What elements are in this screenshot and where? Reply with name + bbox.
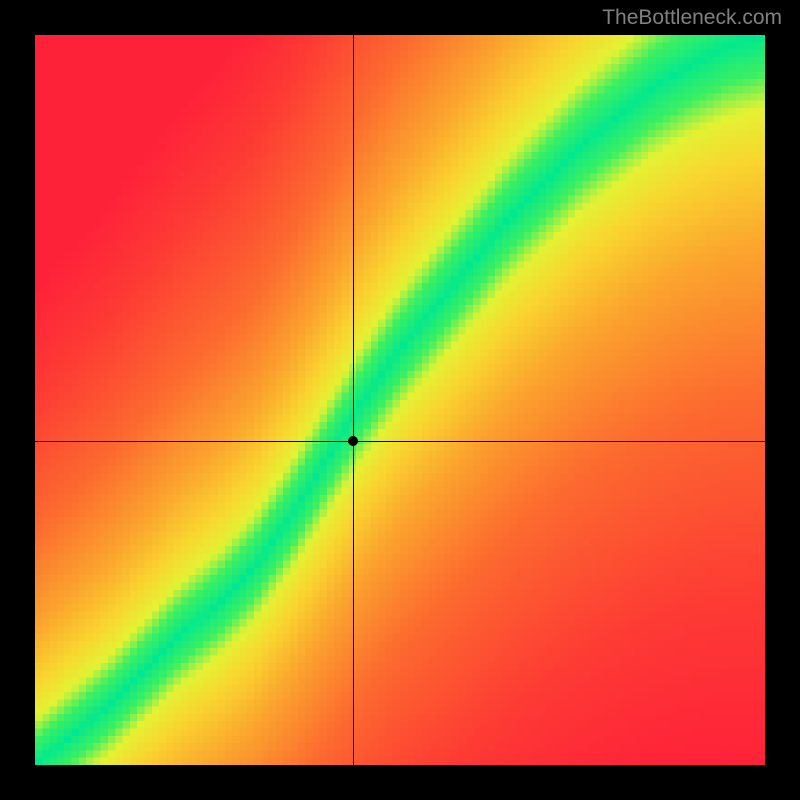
watermark-text: TheBottleneck.com: [602, 6, 782, 30]
crosshair-horizontal: [35, 441, 765, 442]
heatmap-canvas: [35, 35, 765, 765]
crosshair-vertical: [353, 35, 354, 765]
marker-dot: [348, 436, 358, 446]
heatmap-plot: [35, 35, 765, 765]
